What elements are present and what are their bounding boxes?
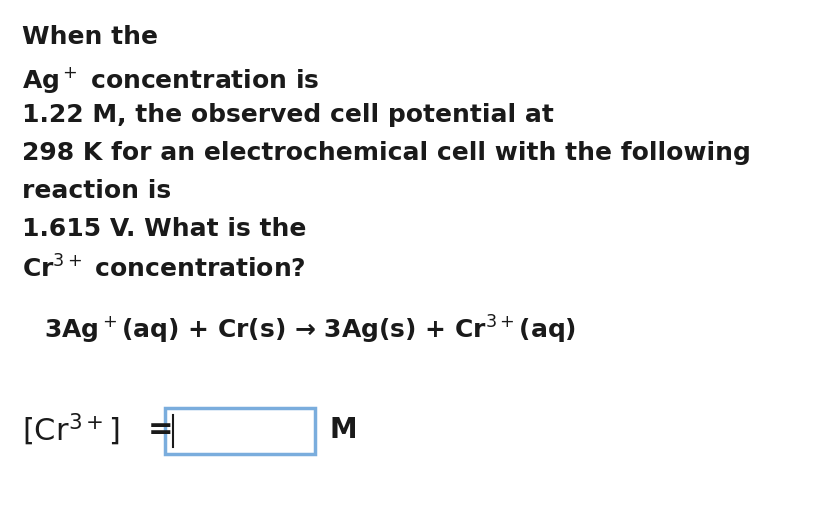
Text: $\left[\mathrm{Cr}^{3+}\right]$: $\left[\mathrm{Cr}^{3+}\right]$ — [22, 412, 120, 448]
Text: M: M — [330, 416, 358, 444]
Text: Ag$^+$ concentration is: Ag$^+$ concentration is — [22, 65, 319, 95]
Text: 1.22 M, the observed cell potential at: 1.22 M, the observed cell potential at — [22, 103, 554, 127]
Text: =: = — [148, 415, 174, 445]
Text: reaction is: reaction is — [22, 179, 171, 203]
Text: 1.615 V. What is the: 1.615 V. What is the — [22, 217, 306, 241]
Text: 298 K for an electrochemical cell with the following: 298 K for an electrochemical cell with t… — [22, 141, 750, 165]
Text: When the: When the — [22, 25, 158, 49]
Text: Cr$^{3+}$ concentration?: Cr$^{3+}$ concentration? — [22, 255, 306, 282]
Text: 3Ag$^+$(aq) + Cr(s) → 3Ag(s) + Cr$^{3+}$(aq): 3Ag$^+$(aq) + Cr(s) → 3Ag(s) + Cr$^{3+}$… — [44, 314, 576, 346]
Bar — [165, 408, 315, 454]
